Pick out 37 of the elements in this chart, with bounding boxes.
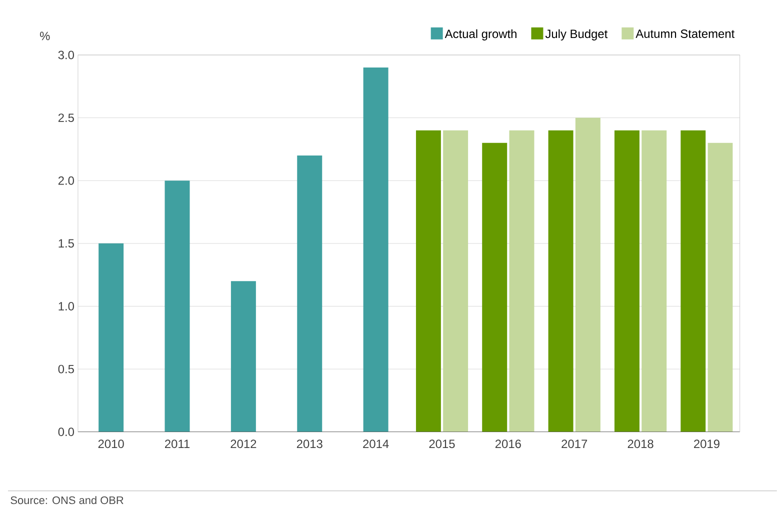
y-tick-label: 3.0 [58,50,74,60]
x-tick-label: 2010 [98,440,124,448]
bar [575,118,600,432]
bar [642,130,667,432]
bar [443,130,468,432]
x-tick-label: 2016 [495,440,521,448]
bar [548,130,574,432]
bar [416,130,441,432]
x-tick-label: 2017 [562,440,588,448]
bar [708,142,733,432]
legend-label: July Budget [545,29,608,41]
bar [482,142,508,432]
legend-label: Actual growth [444,29,516,41]
y-tick-label: 1.0 [58,302,74,311]
bar [509,130,534,432]
bar [164,180,190,432]
x-tick-label: 2018 [628,440,654,448]
bar [230,281,256,432]
y-tick-label: 1.5 [58,239,74,248]
bar [363,68,388,432]
x-tick-label: 2014 [363,440,389,448]
source-note: Source: ONS and OBR [10,496,124,504]
bar [98,243,124,432]
x-tick-label: 2015 [429,440,455,448]
y-tick-label: 0.0 [58,428,74,436]
y-tick-label: 2.0 [58,176,74,185]
bar [614,130,640,432]
y-axis-title: % [40,32,50,40]
legend-label: Autumn Statement [636,30,735,38]
x-tick-label: 2013 [296,440,322,448]
x-tick-label: 2012 [230,440,256,448]
bar [297,156,322,432]
bar [680,130,706,432]
y-tick-label: 0.5 [58,364,74,374]
x-tick-label: 2011 [165,440,190,448]
x-tick-label: 2019 [694,440,720,448]
y-tick-label: 2.5 [58,114,74,122]
